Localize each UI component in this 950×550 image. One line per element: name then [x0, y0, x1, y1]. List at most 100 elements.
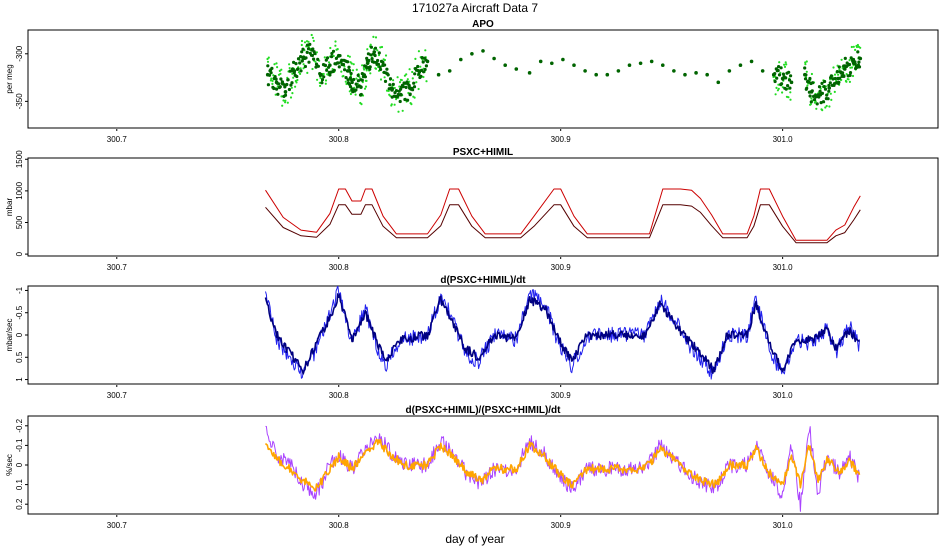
apo-point: [780, 76, 785, 81]
apo-point: [319, 72, 323, 77]
apo-point: [749, 59, 754, 64]
apo-point: [660, 63, 665, 68]
apo-point: [716, 80, 721, 85]
x-tick-label: 301.0: [773, 135, 794, 144]
apo-point: [858, 56, 863, 61]
apo-point: [425, 59, 430, 64]
panel-4: d(PSXC+HIMIL)/(PSXC+HIMIL)/dt %/sec 300.7 3…: [5, 405, 939, 530]
apo-point: [649, 59, 654, 64]
apo-point: [851, 61, 856, 66]
apo-point: [265, 72, 270, 77]
apo-point: [616, 69, 621, 73]
apo-point: [683, 72, 687, 77]
x-tick-label: 300.9: [551, 391, 572, 400]
apo-point: [705, 72, 709, 77]
panel-title: d(PSXC+HIMIL)/(PSXC+HIMIL)/dt: [406, 405, 562, 416]
apo-point: [301, 56, 306, 61]
apo-point: [550, 61, 554, 66]
apo-point: [407, 86, 412, 90]
apo-point: [436, 72, 441, 77]
apo-point: [594, 72, 598, 77]
apo-point: [809, 90, 814, 94]
y-tick-label: -300: [15, 45, 24, 62]
apo-point: [572, 63, 576, 68]
apo-point: [672, 69, 676, 73]
y-tick-label: 0: [15, 462, 24, 467]
apo-point: [836, 76, 840, 81]
apo-point: [336, 53, 341, 58]
apo-point: [372, 50, 377, 54]
y-tick-label: -1: [15, 286, 24, 294]
apo-point: [727, 69, 732, 73]
apo-point: [470, 51, 474, 56]
apo-point: [638, 61, 643, 66]
y-tick-label: 1000: [15, 181, 24, 199]
apo-point: [328, 63, 332, 68]
apo-point: [842, 67, 847, 71]
apo-point: [292, 69, 297, 73]
x-axis-label: day of year: [445, 532, 504, 546]
x-tick-label: 300.9: [551, 135, 572, 144]
x-tick-label: 300.8: [329, 521, 350, 530]
x-tick-label: 301.0: [773, 263, 794, 272]
x-tick-label: 300.8: [329, 263, 350, 272]
plot-area: [265, 33, 863, 113]
y-axis-label: %/sec: [5, 454, 14, 476]
panel-3: d(PSXC+HIMIL)/dt mbar/sec 300.7 300.8 300.9 3…: [5, 275, 939, 400]
x-tick-label: 300.8: [329, 391, 350, 400]
panel-1: APO per meg 300.7 300.8 300.9 301.0 -300 -350: [5, 19, 939, 144]
apo-scatter-outer: [266, 33, 862, 113]
panels: APO per meg 300.7 300.8 300.9 301.0 -300 -350 PS…: [5, 19, 939, 530]
apo-point: [390, 88, 394, 92]
panel-frame: [27, 415, 939, 515]
apo-point: [694, 71, 698, 75]
x-tick-label: 300.7: [107, 135, 128, 144]
apo-point: [381, 63, 385, 68]
y-tick-label: 0.2: [15, 498, 24, 510]
y-axis-label: mbar: [5, 198, 14, 217]
y-tick-label: -350: [15, 93, 24, 110]
x-tick-label: 301.0: [773, 391, 794, 400]
x-tick-label: 301.0: [773, 521, 794, 530]
apo-point: [760, 69, 765, 73]
y-tick-label: -0.2: [15, 418, 24, 432]
panel-2: PSXC+HIMIL mbar 300.7 300.8 300.9 301.0 0 500 10…: [5, 147, 939, 272]
y-axis-label: per meg: [5, 64, 14, 93]
y-tick-label: 1: [15, 377, 24, 382]
apo-point: [527, 71, 532, 75]
apo-point: [274, 80, 279, 85]
y-tick-label: 0.5: [15, 351, 24, 363]
x-tick-label: 300.7: [107, 391, 128, 400]
x-tick-label: 300.7: [107, 521, 128, 530]
panel-frame: [27, 29, 939, 129]
plot-area: [264, 286, 860, 380]
apo-point: [514, 67, 519, 71]
plot-area: [264, 425, 861, 512]
x-tick-label: 300.9: [551, 521, 572, 530]
series-line-2: [264, 293, 860, 375]
apo-point: [359, 85, 363, 89]
series-line-2: [264, 438, 861, 492]
apo-point: [481, 49, 485, 53]
apo-point: [345, 69, 350, 73]
panel-frame: [27, 157, 939, 257]
series-line-1: [265, 425, 860, 512]
x-tick-label: 300.7: [107, 263, 128, 272]
apo-point: [416, 69, 421, 73]
series-line-1: [265, 286, 860, 380]
y-tick-label: 0.1: [15, 478, 24, 490]
figure-title: 171027a Aircraft Data 7: [412, 1, 538, 15]
apo-point: [827, 86, 832, 90]
apo-point: [583, 69, 587, 73]
series-line-2: [265, 204, 861, 244]
apo-point: [350, 80, 354, 85]
plot-area: [265, 188, 861, 244]
apo-point: [283, 90, 288, 94]
apo-point: [492, 56, 496, 61]
y-tick-label: 500: [15, 215, 24, 229]
apo-point: [627, 63, 632, 68]
apo-point: [503, 63, 507, 68]
apo-point: [447, 69, 452, 73]
apo-point: [771, 72, 776, 77]
